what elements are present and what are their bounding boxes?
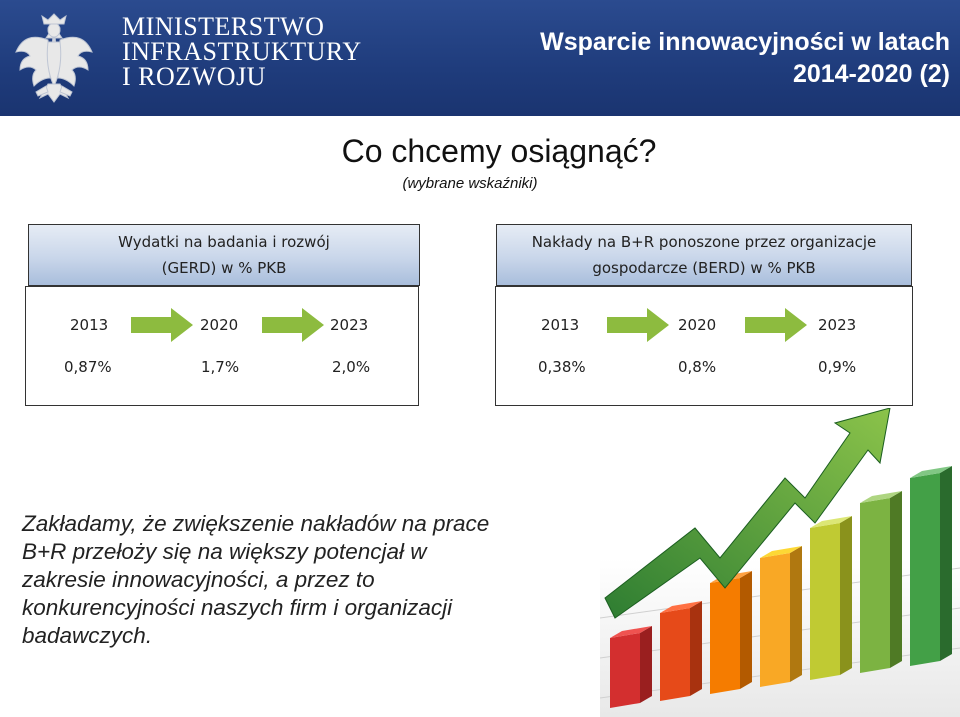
page-subheading: (wybrane wskaźniki) xyxy=(402,175,538,192)
berd-year-2023: 2023 xyxy=(818,316,857,334)
gerd-title-line-1: Wydatki na badania i rozwój xyxy=(118,233,330,251)
arrow-right-icon xyxy=(607,308,669,342)
berd-year-2013: 2013 xyxy=(541,316,580,334)
berd-value-2020: 0,8% xyxy=(678,358,717,376)
gerd-value-2023: 2,0% xyxy=(332,358,371,376)
ministry-line-3: I ROZWOJU xyxy=(122,62,266,91)
berd-year-2020: 2020 xyxy=(678,316,717,334)
arrow-right-icon xyxy=(131,308,193,342)
gerd-value-2020: 1,7% xyxy=(201,358,240,376)
gerd-box-body xyxy=(25,286,419,406)
gerd-year-2023: 2023 xyxy=(330,316,369,334)
header-banner: MINISTERSTWO INFRASTRUKTURY I ROZWOJU Ws… xyxy=(0,0,960,116)
berd-box-header: Nakłady na B+R ponoszone przez organizac… xyxy=(496,224,912,286)
berd-title-line-1: Nakłady na B+R ponoszone przez organizac… xyxy=(531,233,877,251)
ministry-line-1: MINISTERSTWO xyxy=(122,12,325,41)
gerd-value-2013: 0,87% xyxy=(64,358,112,376)
gerd-year-2020: 2020 xyxy=(200,316,239,334)
berd-box-body xyxy=(495,286,913,406)
growth-chart-illustration xyxy=(600,408,960,717)
conclusion-line-1: Zakładamy, że zwiększenie nakładów na pr… xyxy=(22,511,490,536)
ministry-name: MINISTERSTWO INFRASTRUKTURY I ROZWOJU xyxy=(122,12,362,91)
polish-eagle-icon xyxy=(15,13,93,103)
berd-title-line-2: gospodarcze (BERD) w % PKB xyxy=(592,259,816,277)
conclusion-text: Zakładamy, że zwiększenie nakładów na pr… xyxy=(22,510,622,650)
berd-value-2023: 0,9% xyxy=(818,358,857,376)
page-heading: Co chcemy osiągnąć? xyxy=(0,133,960,170)
conclusion-line-4: konkurencyjności naszych firm i organiza… xyxy=(22,595,453,620)
gerd-box-header: Wydatki na badania i rozwój (GERD) w % P… xyxy=(28,224,420,286)
gerd-title-line-2: (GERD) w % PKB xyxy=(161,259,287,277)
slide-title-line-1: Wsparcie innowacyjności w latach xyxy=(540,28,950,56)
berd-value-2013: 0,38% xyxy=(538,358,586,376)
conclusion-line-2: B+R przełoży się na większy potencjał w xyxy=(22,539,427,564)
slide-title-line-2: 2014-2020 (2) xyxy=(792,60,950,88)
arrow-right-icon xyxy=(745,308,807,342)
slide-title: Wsparcie innowacyjności w latach 2014-20… xyxy=(540,26,950,90)
conclusion-line-3: zakresie innowacyjności, a przez to xyxy=(22,567,375,592)
gerd-year-2013: 2013 xyxy=(70,316,109,334)
conclusion-line-5: badawczych. xyxy=(22,623,153,648)
arrow-right-icon xyxy=(262,308,324,342)
ministry-line-2: INFRASTRUKTURY xyxy=(122,37,362,66)
page-heading-text: Co chcemy osiągnąć? xyxy=(341,133,657,169)
